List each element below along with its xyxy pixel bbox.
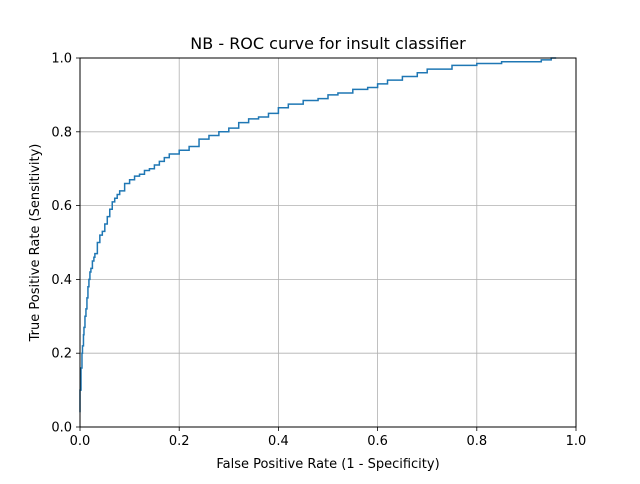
series-layer (79, 57, 557, 413)
y-tick-label: 0.4 (51, 273, 72, 288)
x-tick-label: 1.0 (566, 434, 587, 449)
y-tick-label: 0.6 (51, 199, 72, 214)
x-tick-label: 0.4 (268, 434, 289, 449)
x-axis-label: False Positive Rate (1 - Specificity) (216, 457, 439, 472)
x-tick-label: 0.8 (466, 434, 487, 449)
x-tick-label: 0.0 (70, 434, 91, 449)
chart-title: NB - ROC curve for insult classifier (190, 34, 466, 53)
plot-area (80, 58, 576, 427)
roc-curve-line (79, 57, 557, 413)
grid-lines (79, 57, 577, 428)
y-tick-label: 0.2 (51, 347, 72, 362)
y-tick-label: 0.8 (51, 125, 72, 140)
plot-frame (79, 57, 577, 428)
ticks: 0.0 0.2 0.4 0.6 0.8 1.0 0.0 0.2 0.4 0.6 0.8 1.0 (51, 52, 586, 450)
y-axis-label: True Positive Rate (Sensitivity) (28, 144, 43, 343)
x-tick-label: 0.2 (169, 434, 190, 449)
y-tick-label: 1.0 (51, 52, 72, 67)
y-tick-label: 0.0 (51, 421, 72, 436)
x-tick-label: 0.6 (367, 434, 388, 449)
